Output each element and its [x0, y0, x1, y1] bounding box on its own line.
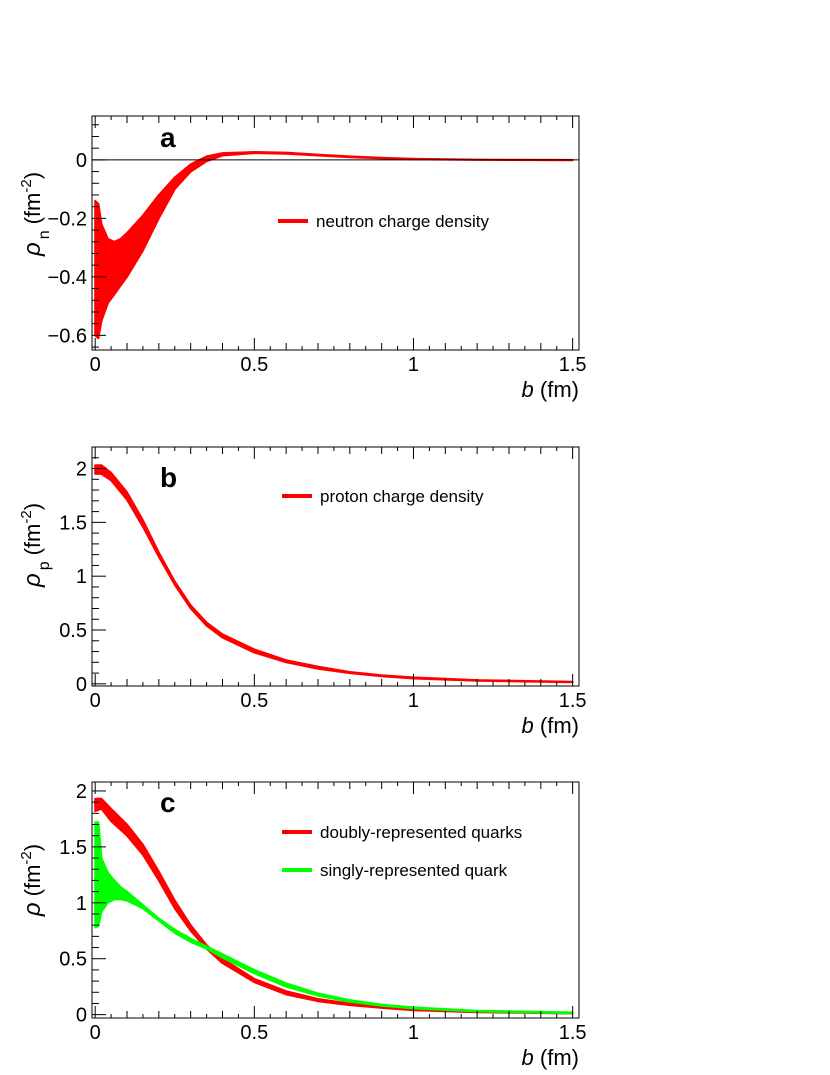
y-axis-title: ρp (fm-2): [18, 503, 53, 588]
legend-label: doubly-represented quarks: [320, 823, 522, 842]
y-axis-subscript: p: [36, 561, 53, 570]
plot-frame: [91, 115, 580, 351]
y-tick-label: 2: [76, 781, 87, 803]
x-tick-label: 1.5: [559, 690, 587, 712]
y-tick-label: 2: [76, 459, 87, 481]
chart-panel-c: 0 0.5 1 1.5 0 0.5 1 1.5 2 b (fm) ρ (fm-2) c doubly-re…: [18, 781, 587, 1070]
y-tick-label: 1.5: [59, 837, 87, 859]
x-axis-title: b (fm): [522, 713, 579, 738]
y-tick-label: 0.5: [59, 949, 87, 971]
y-axis-subscript: n: [36, 230, 53, 239]
panel-label: c: [160, 787, 176, 818]
y-axis-unit-close: ): [20, 172, 45, 179]
plot-frame: [91, 446, 580, 687]
x-axis-title: b (fm): [522, 1045, 579, 1070]
series-band-singly-represented-quark: [94, 821, 574, 1015]
y-tick-label: 0: [76, 1005, 87, 1027]
legend-label: singly-represented quark: [320, 861, 508, 880]
y-axis-symbol: ρ: [19, 242, 46, 257]
chart-panel-b: 0 0.5 1 1.5 0 0.5 1 1.5 2 b (fm) ρp (fm-2) b proton c…: [18, 446, 587, 738]
x-tick-label: 0: [90, 1022, 101, 1044]
legend-label: proton charge density: [320, 487, 484, 506]
y-tick-label: 1: [76, 566, 87, 588]
y-tick-label: 1: [76, 893, 87, 915]
x-tick-label: 0.5: [240, 690, 268, 712]
x-axis-symbol: b: [522, 1045, 534, 1070]
x-axis-unit: (fm): [534, 377, 579, 402]
x-tick-label: 0: [90, 690, 101, 712]
y-axis-symbol: ρ: [19, 573, 46, 588]
y-axis-unit-sup: -2: [18, 851, 35, 864]
y-axis-title: ρ (fm-2): [18, 844, 46, 917]
y-tick-label: 0.5: [59, 620, 87, 642]
y-tick-label: −0.6: [48, 325, 87, 347]
x-tick-label: 1.5: [559, 1022, 587, 1044]
y-axis-unit-close: ): [20, 844, 45, 851]
x-tick-label: 1.5: [559, 354, 587, 376]
series-band-neutron-charge-density: [94, 151, 574, 340]
y-tick-label: −0.4: [48, 267, 87, 289]
y-axis-unit: (fm: [20, 865, 45, 897]
legend-label: neutron charge density: [316, 212, 489, 231]
y-axis-unit: (fm: [20, 193, 45, 225]
y-axis-title: ρn (fm-2): [18, 172, 53, 257]
x-axis-symbol: b: [522, 377, 534, 402]
x-tick-label: 1: [408, 690, 419, 712]
x-axis-unit: (fm): [534, 1045, 579, 1070]
y-tick-label: 0: [76, 674, 87, 696]
x-axis-title: b (fm): [522, 377, 579, 402]
y-axis-symbol: ρ: [19, 902, 46, 917]
panel-label: b: [160, 462, 177, 493]
chart-panel-a: 0 0.5 1 1.5 −0.6 −0.4 −0.2 0 b (fm) ρn (fm-2) a neut…: [18, 115, 587, 402]
y-axis-unit: (fm: [20, 524, 45, 556]
y-tick-label: −0.2: [48, 208, 87, 230]
x-tick-label: 1: [408, 1022, 419, 1044]
x-tick-label: 1: [408, 354, 419, 376]
x-tick-label: 0.5: [240, 354, 268, 376]
x-axis-unit: (fm): [534, 713, 579, 738]
y-tick-label: 1.5: [59, 512, 87, 534]
y-axis-unit-sup: -2: [18, 179, 35, 192]
y-axis-unit-close: ): [20, 503, 45, 510]
plot-frame: [91, 781, 580, 1019]
x-tick-label: 0.5: [240, 1022, 268, 1044]
x-tick-label: 0: [90, 354, 101, 376]
x-axis-symbol: b: [522, 713, 534, 738]
panel-label: a: [160, 122, 176, 153]
y-axis-unit-sup: -2: [18, 510, 35, 523]
y-tick-label: 0: [76, 150, 87, 172]
